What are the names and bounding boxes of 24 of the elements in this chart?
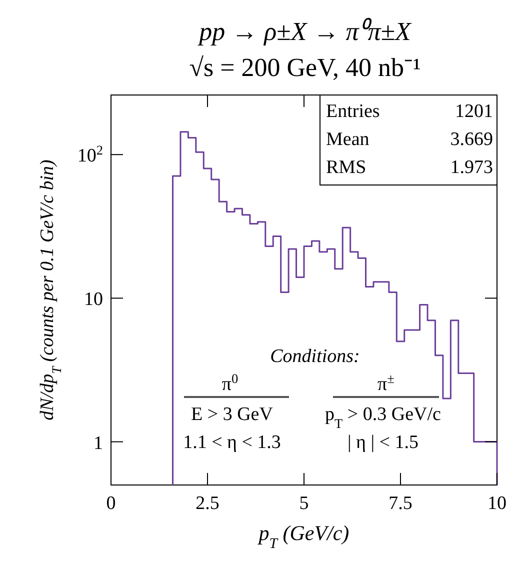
annotation: 3.669 bbox=[450, 129, 493, 150]
annotation: RMS bbox=[326, 157, 366, 178]
x-tick-label: 10 bbox=[488, 493, 506, 514]
annotation: 1201 bbox=[455, 101, 493, 122]
annotation: 1.1 < η < 1.3 bbox=[183, 432, 281, 453]
annotation: π$^{±}$ bbox=[378, 370, 394, 395]
annotation: Entries bbox=[326, 101, 380, 122]
annotation: Conditions: bbox=[270, 346, 360, 367]
chart-title: pp → ρ±X → π⁰π±X bbox=[197, 17, 412, 46]
x-tick-label: 0 bbox=[106, 493, 116, 514]
chart-subtitle: √s = 200 GeV, 40 nb⁻¹ bbox=[189, 53, 421, 82]
y-tick-label: 10$^{2}$ bbox=[77, 142, 103, 167]
annotation: Mean bbox=[326, 129, 370, 150]
x-axis-title: p$_{T}$ (GeV/c) bbox=[256, 521, 350, 552]
x-tick-label: 2.5 bbox=[196, 493, 220, 514]
x-tick-label: 5 bbox=[299, 493, 309, 514]
y-tick-label: 1 bbox=[94, 432, 103, 454]
annotation: E > 3 GeV bbox=[191, 404, 274, 425]
annotation: π$^{0}$ bbox=[222, 370, 238, 395]
annotation: p$_{T}$ > 0.3 GeV/c bbox=[325, 404, 441, 430]
y-tick-label: 10 bbox=[84, 289, 103, 310]
x-tick-label: 7.5 bbox=[388, 493, 412, 514]
annotation: | η | < 1.5 bbox=[347, 432, 419, 453]
annotation: 1.973 bbox=[450, 157, 493, 178]
